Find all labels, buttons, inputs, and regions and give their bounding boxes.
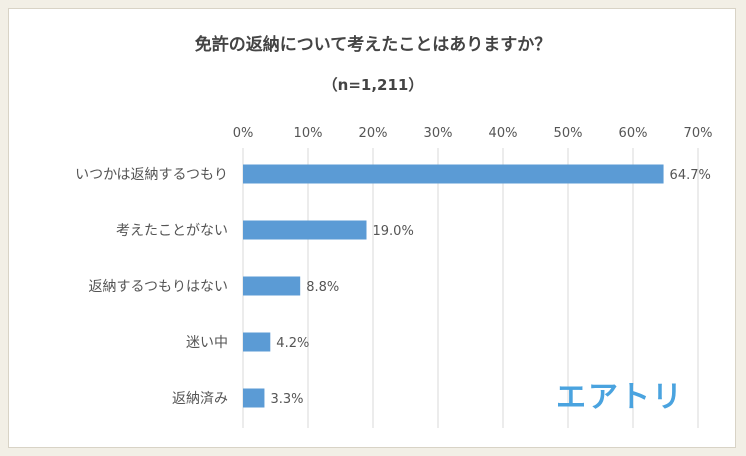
bar <box>243 388 265 408</box>
category-label: 返納済み <box>172 391 228 407</box>
chart-subtitle: （n=1,211） <box>322 76 424 94</box>
bar <box>243 332 271 352</box>
x-tick-label: 40% <box>489 126 518 141</box>
bar <box>243 164 664 184</box>
x-tick-label: 30% <box>424 126 453 141</box>
bar <box>243 220 367 240</box>
category-label: いつかは返納するつもり <box>75 167 228 183</box>
data-label: 3.3% <box>270 392 303 407</box>
x-tick-label: 20% <box>359 126 388 141</box>
x-tick-label: 10% <box>294 126 323 141</box>
x-tick-label: 50% <box>554 126 583 141</box>
x-tick-label: 60% <box>619 126 648 141</box>
x-tick-label: 70% <box>684 126 713 141</box>
data-label: 8.8% <box>306 280 339 295</box>
data-label: 64.7% <box>670 168 711 183</box>
chart-frame <box>8 8 736 448</box>
category-label: 返納するつもりはない <box>89 279 228 295</box>
data-label: 4.2% <box>276 336 309 351</box>
chart-title: 免許の返納について考えたことはありますか？ <box>194 35 552 55</box>
category-label: 考えたことがない <box>116 223 228 239</box>
bar <box>243 276 301 296</box>
x-tick-label: 0% <box>233 126 254 141</box>
brand-logo: エアトリ <box>556 380 684 415</box>
category-label: 迷い中 <box>186 335 228 351</box>
data-label: 19.0% <box>373 224 414 239</box>
